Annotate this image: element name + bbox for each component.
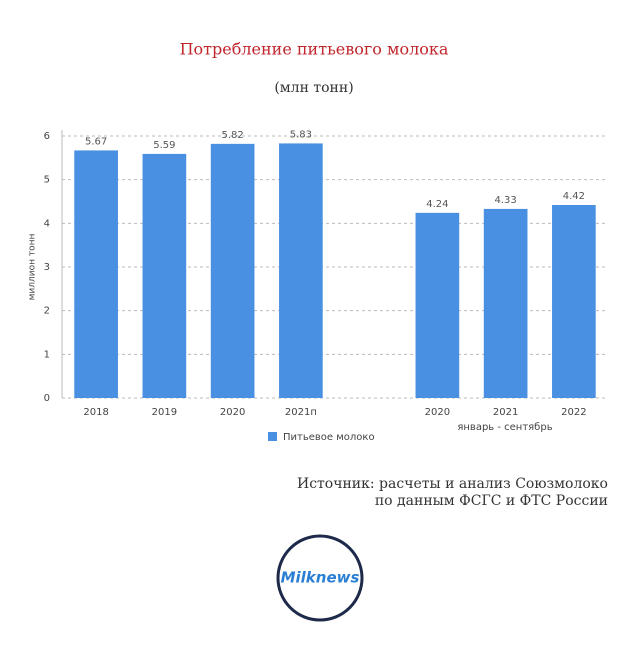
data-label: 5.67	[85, 136, 107, 147]
y-tick-label: 0	[44, 393, 50, 404]
bar	[279, 143, 323, 398]
x-tick-label: 2018	[83, 407, 108, 418]
logo-circle	[276, 534, 364, 622]
bar	[552, 204, 596, 398]
x-tick-label: 2021п	[285, 407, 317, 418]
x-tick-label: 2020	[425, 407, 450, 418]
y-tick-label: 1	[44, 349, 50, 360]
chart-title: Потребление питьевого молока	[180, 40, 449, 59]
bar	[142, 153, 187, 398]
data-label: 4.33	[494, 195, 516, 206]
y-tick-label: 5	[44, 175, 50, 186]
source-text: по данным ФСГС и ФТС России	[375, 493, 608, 509]
y-tick-label: 6	[44, 131, 50, 142]
legend-label: Питьевое молоко	[283, 432, 375, 443]
data-label: 5.82	[221, 130, 243, 141]
x-tick-label: 2019	[152, 407, 177, 418]
bar	[483, 208, 528, 398]
data-label: 5.83	[290, 129, 312, 140]
bar	[74, 150, 118, 398]
y-tick-label: 3	[44, 262, 50, 273]
x-tick-label: 2022	[561, 407, 586, 418]
data-label: 4.24	[426, 199, 448, 210]
bar	[210, 143, 255, 398]
y-axis-label: миллион тонн	[28, 234, 38, 301]
x-tick-label: 2020	[220, 407, 245, 418]
legend-swatch	[268, 432, 277, 441]
source-text: Источник: расчеты и анализ Союзмолоко	[297, 476, 608, 492]
chart-subtitle: (млн тонн)	[274, 80, 353, 96]
data-label: 5.59	[153, 140, 175, 151]
logo-text: Milknews	[281, 569, 360, 587]
y-tick-label: 2	[44, 306, 50, 317]
data-label: 4.42	[563, 191, 585, 202]
annotation: январь - сентябрь	[457, 422, 552, 433]
bar	[415, 212, 460, 398]
x-tick-label: 2021	[493, 407, 518, 418]
y-tick-label: 4	[44, 218, 50, 229]
